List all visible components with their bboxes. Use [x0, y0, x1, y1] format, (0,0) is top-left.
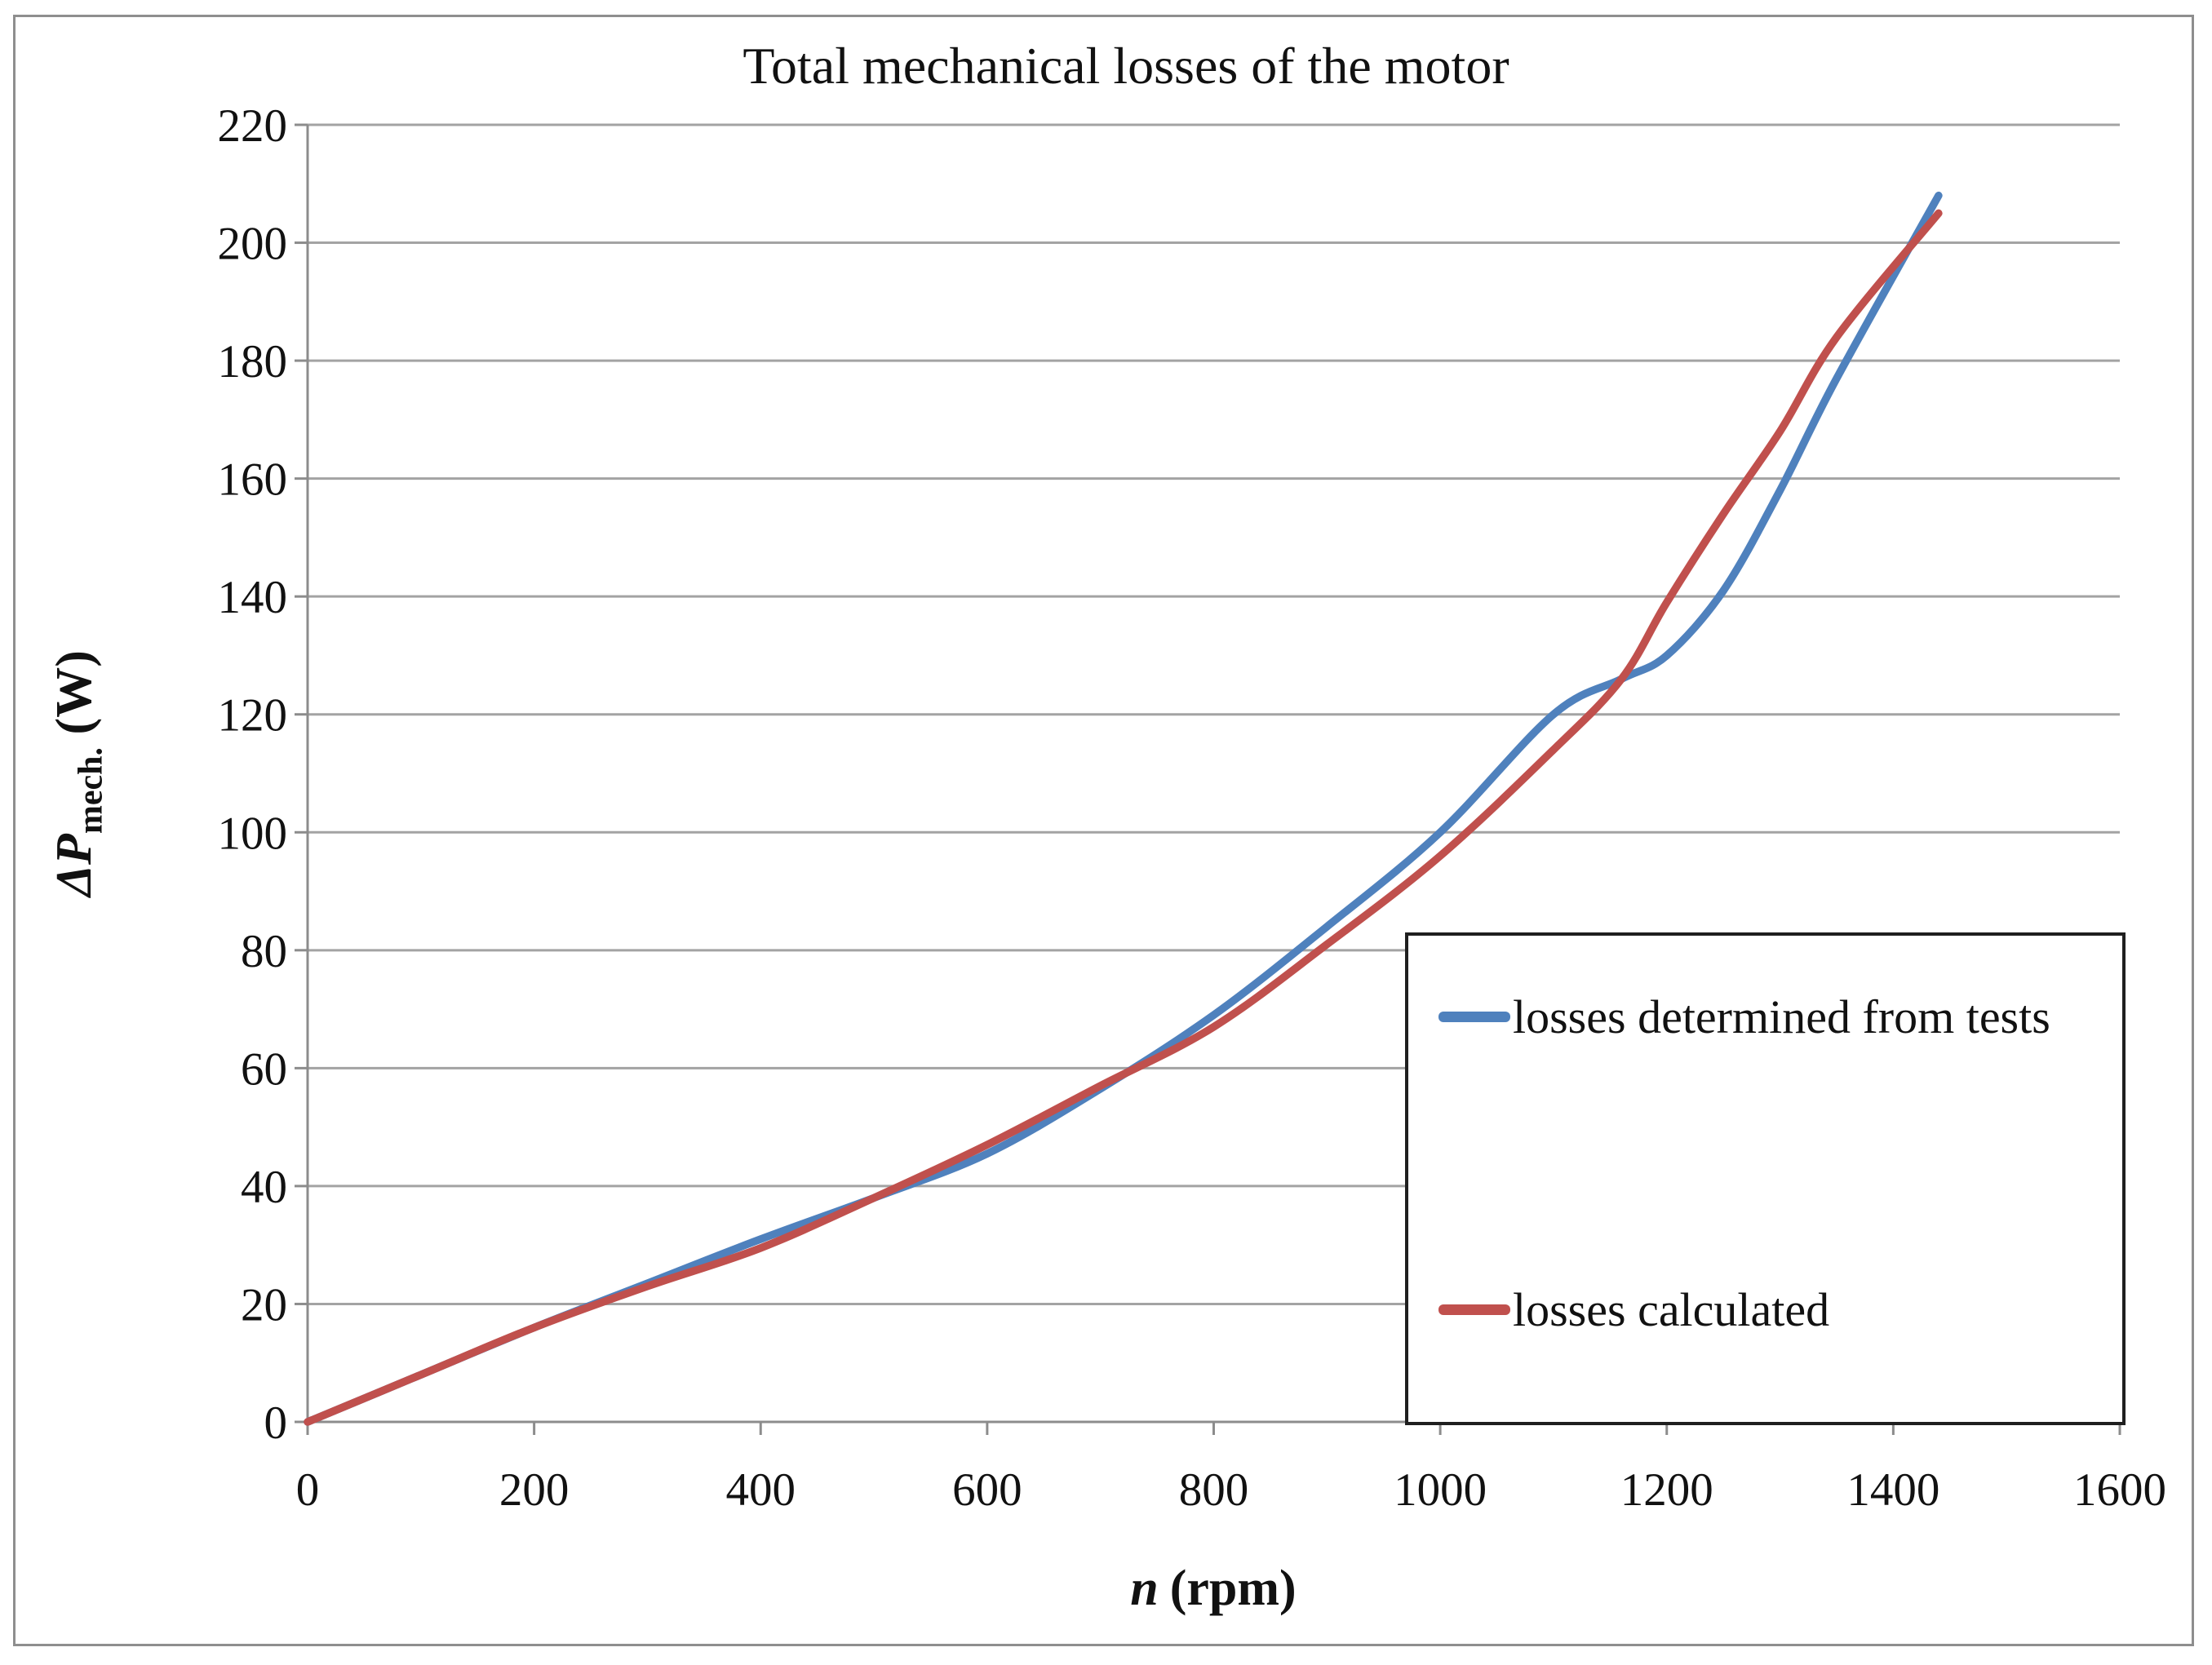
x-axis-unit: (rpm) [1169, 1561, 1297, 1616]
legend-label-tests: losses determined from tests [1513, 990, 2050, 1043]
y-tick-label: 160 [218, 454, 288, 506]
legend-label-calculated: losses calculated [1513, 1283, 1830, 1336]
legend-entry-tests: losses determined from tests [1438, 981, 2068, 1052]
legend: losses determined from tests losses calc… [1405, 932, 2126, 1425]
y-tick-label: 80 [241, 926, 287, 977]
y-axis-title: ΔPmech. (W) [46, 406, 114, 1140]
y-axis-symbol: ΔP [47, 834, 102, 897]
y-tick-label: 200 [218, 219, 288, 270]
y-tick-label: 100 [218, 808, 288, 859]
legend-line-swatch-tests [1438, 1012, 1510, 1022]
x-axis-symbol: n [1130, 1561, 1159, 1616]
y-tick-label: 120 [218, 690, 288, 742]
y-tick-label: 180 [218, 336, 288, 387]
x-tick-label: 1000 [1394, 1464, 1487, 1516]
x-tick-label: 200 [499, 1464, 570, 1516]
x-tick-label: 400 [726, 1464, 796, 1516]
figure-border [13, 15, 2194, 1646]
y-tick-label: 40 [241, 1162, 287, 1213]
series-calculated-line [304, 209, 1943, 1426]
y-tick-label: 140 [218, 572, 288, 623]
x-tick-label: 0 [296, 1464, 320, 1516]
legend-entry-calculated: losses calculated [1438, 1274, 2068, 1345]
x-tick-label: 1600 [2073, 1464, 2166, 1516]
y-tick-label: 0 [264, 1397, 288, 1449]
legend-line-swatch-calculated [1438, 1304, 1510, 1315]
y-axis-unit: (W) [47, 650, 102, 735]
x-tick-label: 600 [952, 1464, 1022, 1516]
y-tick-label: 60 [241, 1043, 287, 1095]
x-tick-label: 1400 [1846, 1464, 1939, 1516]
y-tick-label: 20 [241, 1279, 287, 1331]
y-axis-subscript: mech. [72, 746, 110, 835]
y-tick-label: 220 [218, 100, 288, 152]
x-axis-title: n (rpm) [805, 1560, 1621, 1618]
x-tick-label: 800 [1179, 1464, 1249, 1516]
chart-title: Total mechanical losses of the motor [743, 37, 1509, 95]
x-tick-label: 1200 [1620, 1464, 1713, 1516]
